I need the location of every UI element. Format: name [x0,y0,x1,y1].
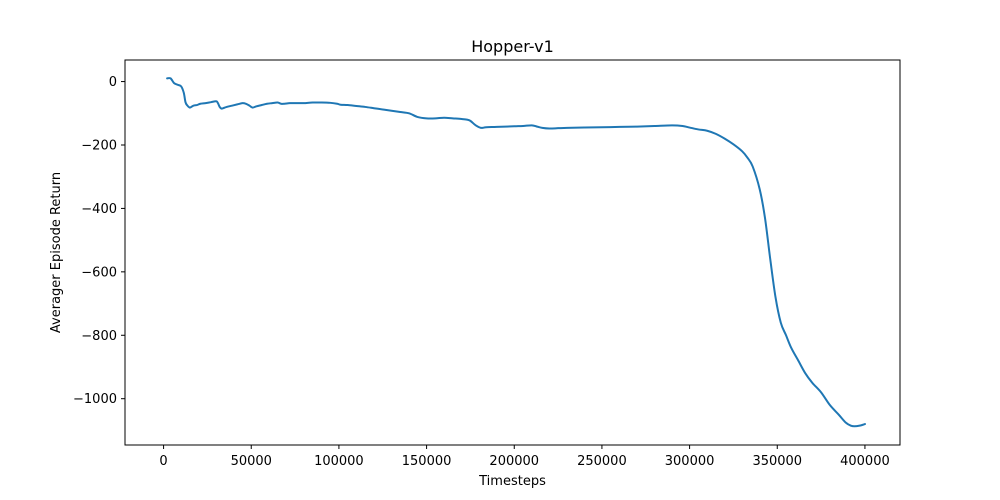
y-tick-label: −400 [81,202,117,217]
x-tick-label: 100000 [314,454,364,469]
y-tick-label: −600 [81,265,117,280]
series-line [166,77,866,428]
y-axis-label: Averager Episode Return [49,172,64,333]
y-tick-label: −200 [81,138,117,153]
plot-frame [124,59,901,446]
x-tick-label: 200000 [489,454,539,469]
x-tick-label: 0 [159,454,167,469]
x-tick-label: 150000 [402,454,452,469]
x-tick-label: 50000 [231,454,272,469]
x-tick-label: 250000 [577,454,627,469]
y-tick-label: 0 [109,75,117,90]
y-tick-label: −1000 [73,392,117,407]
x-tick-label: 350000 [752,454,802,469]
x-tick-label: 400000 [840,454,890,469]
y-tick-label: −800 [81,329,117,344]
tick-group: 0 50000 100000 150000 200000 250000 300000 3500… [73,75,890,469]
chart-title: Hopper-v1 [471,37,554,56]
x-tick-label: 300000 [665,454,715,469]
x-axis-label: Timesteps [478,474,546,489]
